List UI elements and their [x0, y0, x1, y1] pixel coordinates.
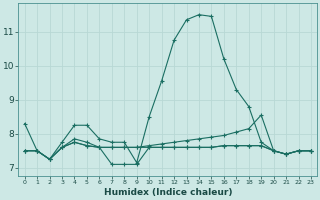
X-axis label: Humidex (Indice chaleur): Humidex (Indice chaleur)	[104, 188, 232, 197]
